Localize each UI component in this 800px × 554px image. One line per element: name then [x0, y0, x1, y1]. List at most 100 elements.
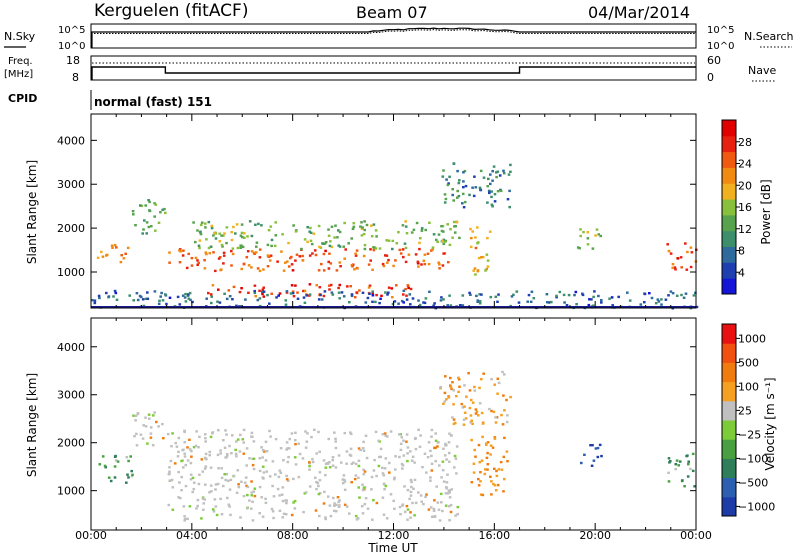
heatmap-cell	[292, 501, 295, 504]
heatmap-cell	[290, 432, 294, 435]
heatmap-cell	[171, 486, 175, 489]
heatmap-cell	[401, 504, 404, 507]
heatmap-cell	[600, 299, 603, 302]
heatmap-cell	[407, 286, 410, 290]
heatmap-cell	[373, 246, 376, 249]
heatmap-cell	[343, 221, 346, 225]
heatmap-cell	[314, 253, 318, 257]
heatmap-cell	[337, 505, 341, 508]
heatmap-cell	[391, 296, 394, 299]
heatmap-cell	[317, 298, 321, 301]
heatmap-cell	[318, 514, 321, 518]
heatmap-cell	[478, 186, 482, 189]
heatmap-cell	[204, 465, 208, 468]
heatmap-cell	[322, 252, 326, 256]
heatmap-cell	[130, 475, 134, 478]
heatmap-cell	[147, 413, 151, 416]
heatmap-cell	[442, 480, 446, 483]
heatmap-cell	[165, 302, 168, 306]
heatmap-region	[666, 242, 698, 271]
colorbar-tick-label: 25	[738, 404, 752, 417]
heatmap-cell	[453, 225, 456, 228]
heatmap-cell	[456, 513, 459, 516]
heatmap-cell	[685, 268, 689, 271]
heatmap-cell	[333, 509, 336, 513]
heatmap-cell	[494, 416, 497, 419]
heatmap-cell	[224, 456, 227, 459]
heatmap-cell	[447, 441, 451, 444]
heatmap-cell	[240, 223, 244, 226]
heatmap-cell	[246, 493, 249, 497]
heatmap-cell	[443, 400, 447, 403]
heatmap-cell	[503, 436, 506, 440]
heatmap-cell	[361, 447, 365, 450]
heatmap-cell	[269, 225, 273, 228]
heatmap-cell	[405, 504, 409, 508]
heatmap-cell	[168, 466, 171, 469]
heatmap-cell	[280, 493, 284, 496]
heatmap-cell	[183, 452, 186, 455]
heatmap-cell	[447, 261, 450, 264]
heatmap-cell	[596, 446, 600, 450]
freq-panel: Freq. [MHz] 18 8 60 0 Nave	[4, 54, 776, 84]
colorbar-swatch	[722, 477, 736, 498]
heatmap-cell	[318, 479, 322, 482]
heatmap-cell	[371, 518, 374, 521]
heatmap-cell	[472, 462, 476, 465]
heatmap-cell	[230, 264, 233, 267]
heatmap-cell	[503, 373, 506, 376]
heatmap-cell	[122, 257, 126, 260]
heatmap-cell	[227, 479, 230, 482]
heatmap-cell	[361, 291, 365, 294]
colorbar-tick-label: −1000	[738, 500, 775, 513]
heatmap-cell	[448, 489, 451, 492]
heatmap-cell	[423, 253, 427, 256]
heatmap-cell	[292, 295, 296, 298]
heatmap-cell	[479, 169, 483, 173]
heatmap-cell	[438, 519, 442, 522]
heatmap-cell	[281, 233, 284, 236]
heatmap-cell	[444, 492, 448, 495]
heatmap-cell	[196, 263, 199, 266]
heatmap-cell	[277, 294, 280, 297]
heatmap-cell	[473, 175, 476, 178]
heatmap-cell	[324, 473, 327, 477]
heatmap-cell	[318, 450, 321, 453]
heatmap-cell	[290, 513, 294, 517]
heatmap-cell	[447, 396, 451, 399]
heatmap-cell	[349, 285, 352, 288]
heatmap-cell	[97, 294, 101, 298]
heatmap-cell	[210, 226, 214, 230]
heatmap-cell	[494, 489, 498, 492]
heatmap-cell	[457, 376, 460, 379]
heatmap-cell	[398, 248, 402, 252]
heatmap-cell	[389, 493, 393, 496]
heatmap-cell	[248, 457, 251, 460]
heatmap-cell	[186, 459, 190, 462]
heatmap-cell	[515, 290, 519, 293]
heatmap-cell	[273, 244, 277, 248]
colorbar-tick-label: 100	[738, 380, 759, 393]
heatmap-cell	[373, 458, 376, 462]
heatmap-cell	[303, 289, 307, 293]
heatmap-cell	[308, 468, 311, 471]
heatmap-cell	[308, 283, 312, 286]
heatmap-cell	[469, 398, 473, 402]
heatmap-cell	[449, 434, 453, 437]
heatmap-cell	[154, 203, 158, 206]
heatmap-cell	[405, 294, 408, 297]
heatmap-cell	[186, 294, 190, 297]
heatmap-region	[441, 162, 512, 209]
heatmap-cell	[264, 459, 268, 462]
heatmap-cell	[168, 251, 171, 254]
heatmap-cell	[363, 470, 367, 473]
heatmap-cell	[398, 505, 402, 509]
colorbar-swatch	[722, 278, 736, 295]
heatmap-cell	[258, 289, 261, 292]
heatmap-cell	[208, 454, 211, 457]
heatmap-cell	[453, 421, 457, 425]
heatmap-cell	[303, 238, 307, 241]
velocity-data-layer	[98, 370, 696, 522]
heatmap-cell	[100, 250, 103, 254]
heatmap-cell	[512, 293, 515, 296]
